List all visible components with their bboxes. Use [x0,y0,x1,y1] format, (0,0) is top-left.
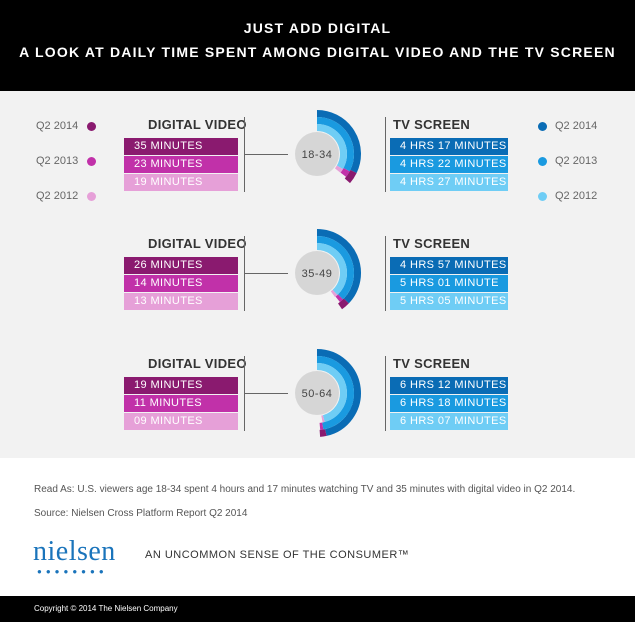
legend-dot-digital-2013 [87,157,96,166]
digital-arc-q2-2014 [337,298,349,310]
copyright-text: Copyright © 2014 The Nielsen Company [34,604,178,613]
tv-arc-q2-2013 [316,117,354,172]
digital-bar-2013: 23 MINUTES [124,156,238,173]
tv-arc-q2-2014 [316,229,361,304]
age-circle [295,132,339,176]
tv-bar-2014: 4 HRS 17 MINUTES [390,138,508,155]
read-as-note: Read As: U.S. viewers age 18-34 spent 4 … [34,484,576,495]
connector-left [244,273,288,274]
header-bar: JUST ADD DIGITAL A LOOK AT DAILY TIME SP… [0,0,635,91]
digital-bar-2014: 35 MINUTES [124,138,238,155]
tv-screen-heading: TV SCREEN [393,236,471,251]
logo-dots: ●●●●●●●● [37,567,108,576]
age-label: 50-64 [302,388,333,400]
tv-arc-q2-2014 [316,110,361,174]
connector-left [244,154,288,155]
legend-dot-tv-2013 [538,157,547,166]
age-group-50-64: DIGITAL VIDEO 19 MINUTES 11 MINUTES 09 M… [0,349,635,456]
radial-chart-35-49: 35-49 [295,229,361,310]
legend-dot-digital-2012 [87,192,96,201]
digital-bar-2012: 13 MINUTES [124,293,238,310]
legend-tv-q2-2014: Q2 2014 [555,120,598,132]
tv-bar-2014: 4 HRS 57 MINUTES [390,257,508,274]
digital-arc-q2-2013 [340,167,350,177]
tv-bar-2012: 6 HRS 07 MINUTES [390,413,508,430]
age-circle [295,371,339,415]
tv-bar-2013: 4 HRS 22 MINUTES [390,156,508,173]
connector-left [244,393,288,394]
tv-bar-2014: 6 HRS 12 MINUTES [390,377,508,394]
digital-bar-2013: 14 MINUTES [124,275,238,292]
digital-arc-q2-2012 [330,289,338,297]
legend-tv-q2-2013: Q2 2013 [555,155,598,167]
page-title: JUST ADD DIGITAL [243,20,392,36]
legend-dot-tv-2014 [538,122,547,131]
age-label: 18-34 [302,149,333,161]
tv-screen-heading: TV SCREEN [393,356,471,371]
digital-video-heading: DIGITAL VIDEO [148,356,247,371]
page-subtitle: A LOOK AT DAILY TIME SPENT AMONG DIGITAL… [19,44,616,60]
footer-bar: Copyright © 2014 The Nielsen Company [0,596,635,622]
digital-video-heading: DIGITAL VIDEO [148,117,247,132]
radial-chart-50-64: 50-64 [295,349,361,437]
divider-right [385,117,386,192]
digital-bar-2014: 26 MINUTES [124,257,238,274]
tv-arc-q2-2013 [316,356,354,430]
age-group-35-49: DIGITAL VIDEO 26 MINUTES 14 MINUTES 13 M… [0,229,635,336]
legend-dot-digital-2014 [87,122,96,131]
digital-bar-2012: 09 MINUTES [124,413,238,430]
digital-arc-q2-2012 [334,165,343,173]
legend-dot-tv-2012 [538,192,547,201]
legend-digital-q2-2014: Q2 2014 [36,120,79,132]
tv-arc-q2-2012 [316,124,347,170]
tv-bar-2012: 4 HRS 27 MINUTES [390,174,508,191]
tv-arc-q2-2012 [316,243,347,296]
brand-tagline: AN UNCOMMON SENSE OF THE CONSUMER™ [145,549,410,561]
age-group-18-34: DIGITAL VIDEO 35 MINUTES 23 MINUTES 19 M… [0,110,635,217]
source-note: Source: Nielsen Cross Platform Report Q2… [34,508,248,519]
digital-bar-2014: 19 MINUTES [124,377,238,394]
divider-right [385,356,386,431]
legend-tv-q2-2012: Q2 2012 [555,190,598,202]
digital-arc-q2-2014 [344,169,357,184]
tv-screen-heading: TV SCREEN [393,117,471,132]
digital-video-heading: DIGITAL VIDEO [148,236,247,251]
nielsen-logo: nielsen [33,536,116,567]
digital-arc-q2-2013 [335,294,343,303]
tv-arc-q2-2012 [316,363,347,422]
tv-arc-q2-2014 [316,349,361,436]
digital-bar-2012: 19 MINUTES [124,174,238,191]
tv-arc-q2-2013 [316,236,354,300]
age-circle [295,251,339,295]
digital-bar-2013: 11 MINUTES [124,395,238,412]
tv-bar-2013: 6 HRS 18 MINUTES [390,395,508,412]
legend-digital-q2-2013: Q2 2013 [36,155,79,167]
legend-digital-q2-2012: Q2 2012 [36,190,79,202]
divider-right [385,236,386,311]
digital-arc-q2-2014 [319,429,327,437]
tv-bar-2012: 5 HRS 05 MINUTES [390,293,508,310]
radial-chart-18-34: 18-34 [295,110,361,184]
age-label: 35-49 [302,268,333,280]
tv-bar-2013: 5 HRS 01 MINUTE [390,275,508,292]
